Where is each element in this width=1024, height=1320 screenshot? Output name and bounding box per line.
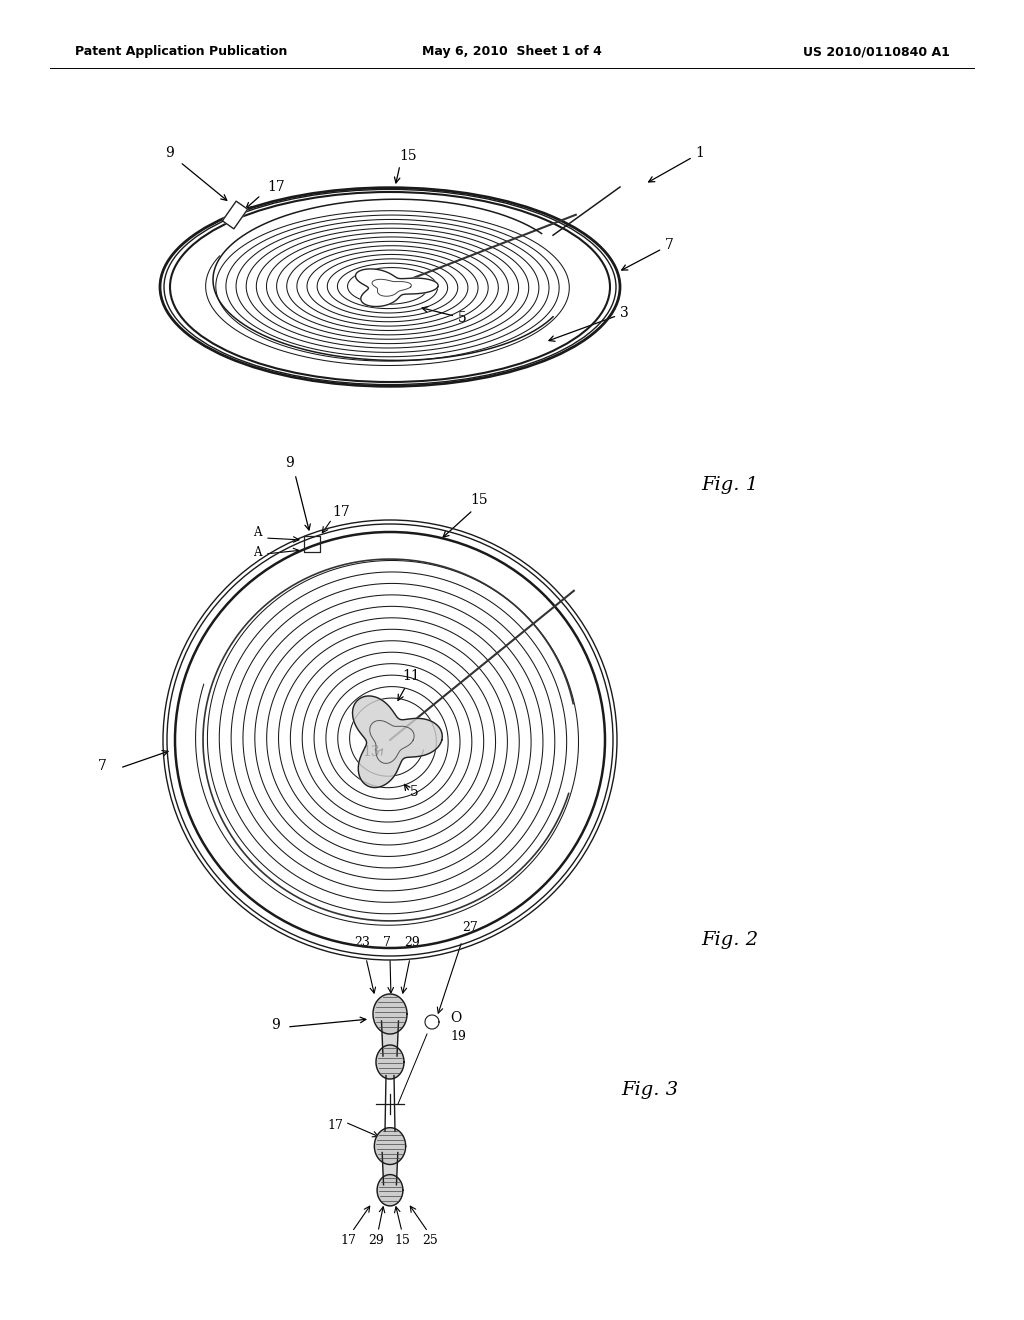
Polygon shape <box>382 1020 398 1056</box>
Text: O: O <box>450 1011 461 1026</box>
Text: 5: 5 <box>410 785 419 799</box>
Text: 3: 3 <box>549 306 629 342</box>
Text: 17: 17 <box>327 1119 343 1133</box>
Text: 15: 15 <box>470 492 487 507</box>
Polygon shape <box>222 201 248 228</box>
Text: 7: 7 <box>383 936 391 949</box>
Text: Fig. 1: Fig. 1 <box>701 477 759 494</box>
Text: 7: 7 <box>98 759 106 774</box>
Text: 11: 11 <box>402 669 420 682</box>
Text: 9: 9 <box>286 455 294 470</box>
Text: Patent Application Publication: Patent Application Publication <box>75 45 288 58</box>
Polygon shape <box>382 1152 397 1185</box>
Polygon shape <box>376 1045 404 1078</box>
Text: 29: 29 <box>404 936 420 949</box>
Polygon shape <box>373 994 407 1034</box>
Text: 5: 5 <box>422 306 467 325</box>
Text: 19: 19 <box>450 1030 466 1043</box>
Polygon shape <box>352 696 442 788</box>
Text: 29: 29 <box>368 1234 384 1247</box>
Text: 23: 23 <box>354 936 370 949</box>
Polygon shape <box>377 1175 402 1206</box>
Text: 17: 17 <box>332 506 350 519</box>
Text: Fig. 3: Fig. 3 <box>622 1081 679 1100</box>
Text: 1: 1 <box>648 147 705 182</box>
Polygon shape <box>355 269 438 306</box>
Text: 9: 9 <box>166 147 174 160</box>
Text: 13: 13 <box>362 746 380 759</box>
Text: 25: 25 <box>422 1234 438 1247</box>
Text: 7: 7 <box>622 238 674 271</box>
Text: 9: 9 <box>270 1018 280 1032</box>
Text: May 6, 2010  Sheet 1 of 4: May 6, 2010 Sheet 1 of 4 <box>422 45 602 58</box>
Text: 17: 17 <box>340 1234 356 1247</box>
Text: A: A <box>254 525 262 539</box>
Text: Fig. 2: Fig. 2 <box>701 931 759 949</box>
Text: 15: 15 <box>399 149 417 162</box>
Text: 27: 27 <box>462 921 478 935</box>
Text: 15: 15 <box>394 1234 410 1247</box>
Text: US 2010/0110840 A1: US 2010/0110840 A1 <box>803 45 950 58</box>
Text: A: A <box>254 546 262 558</box>
Polygon shape <box>375 1127 406 1164</box>
Text: 17: 17 <box>267 180 285 194</box>
